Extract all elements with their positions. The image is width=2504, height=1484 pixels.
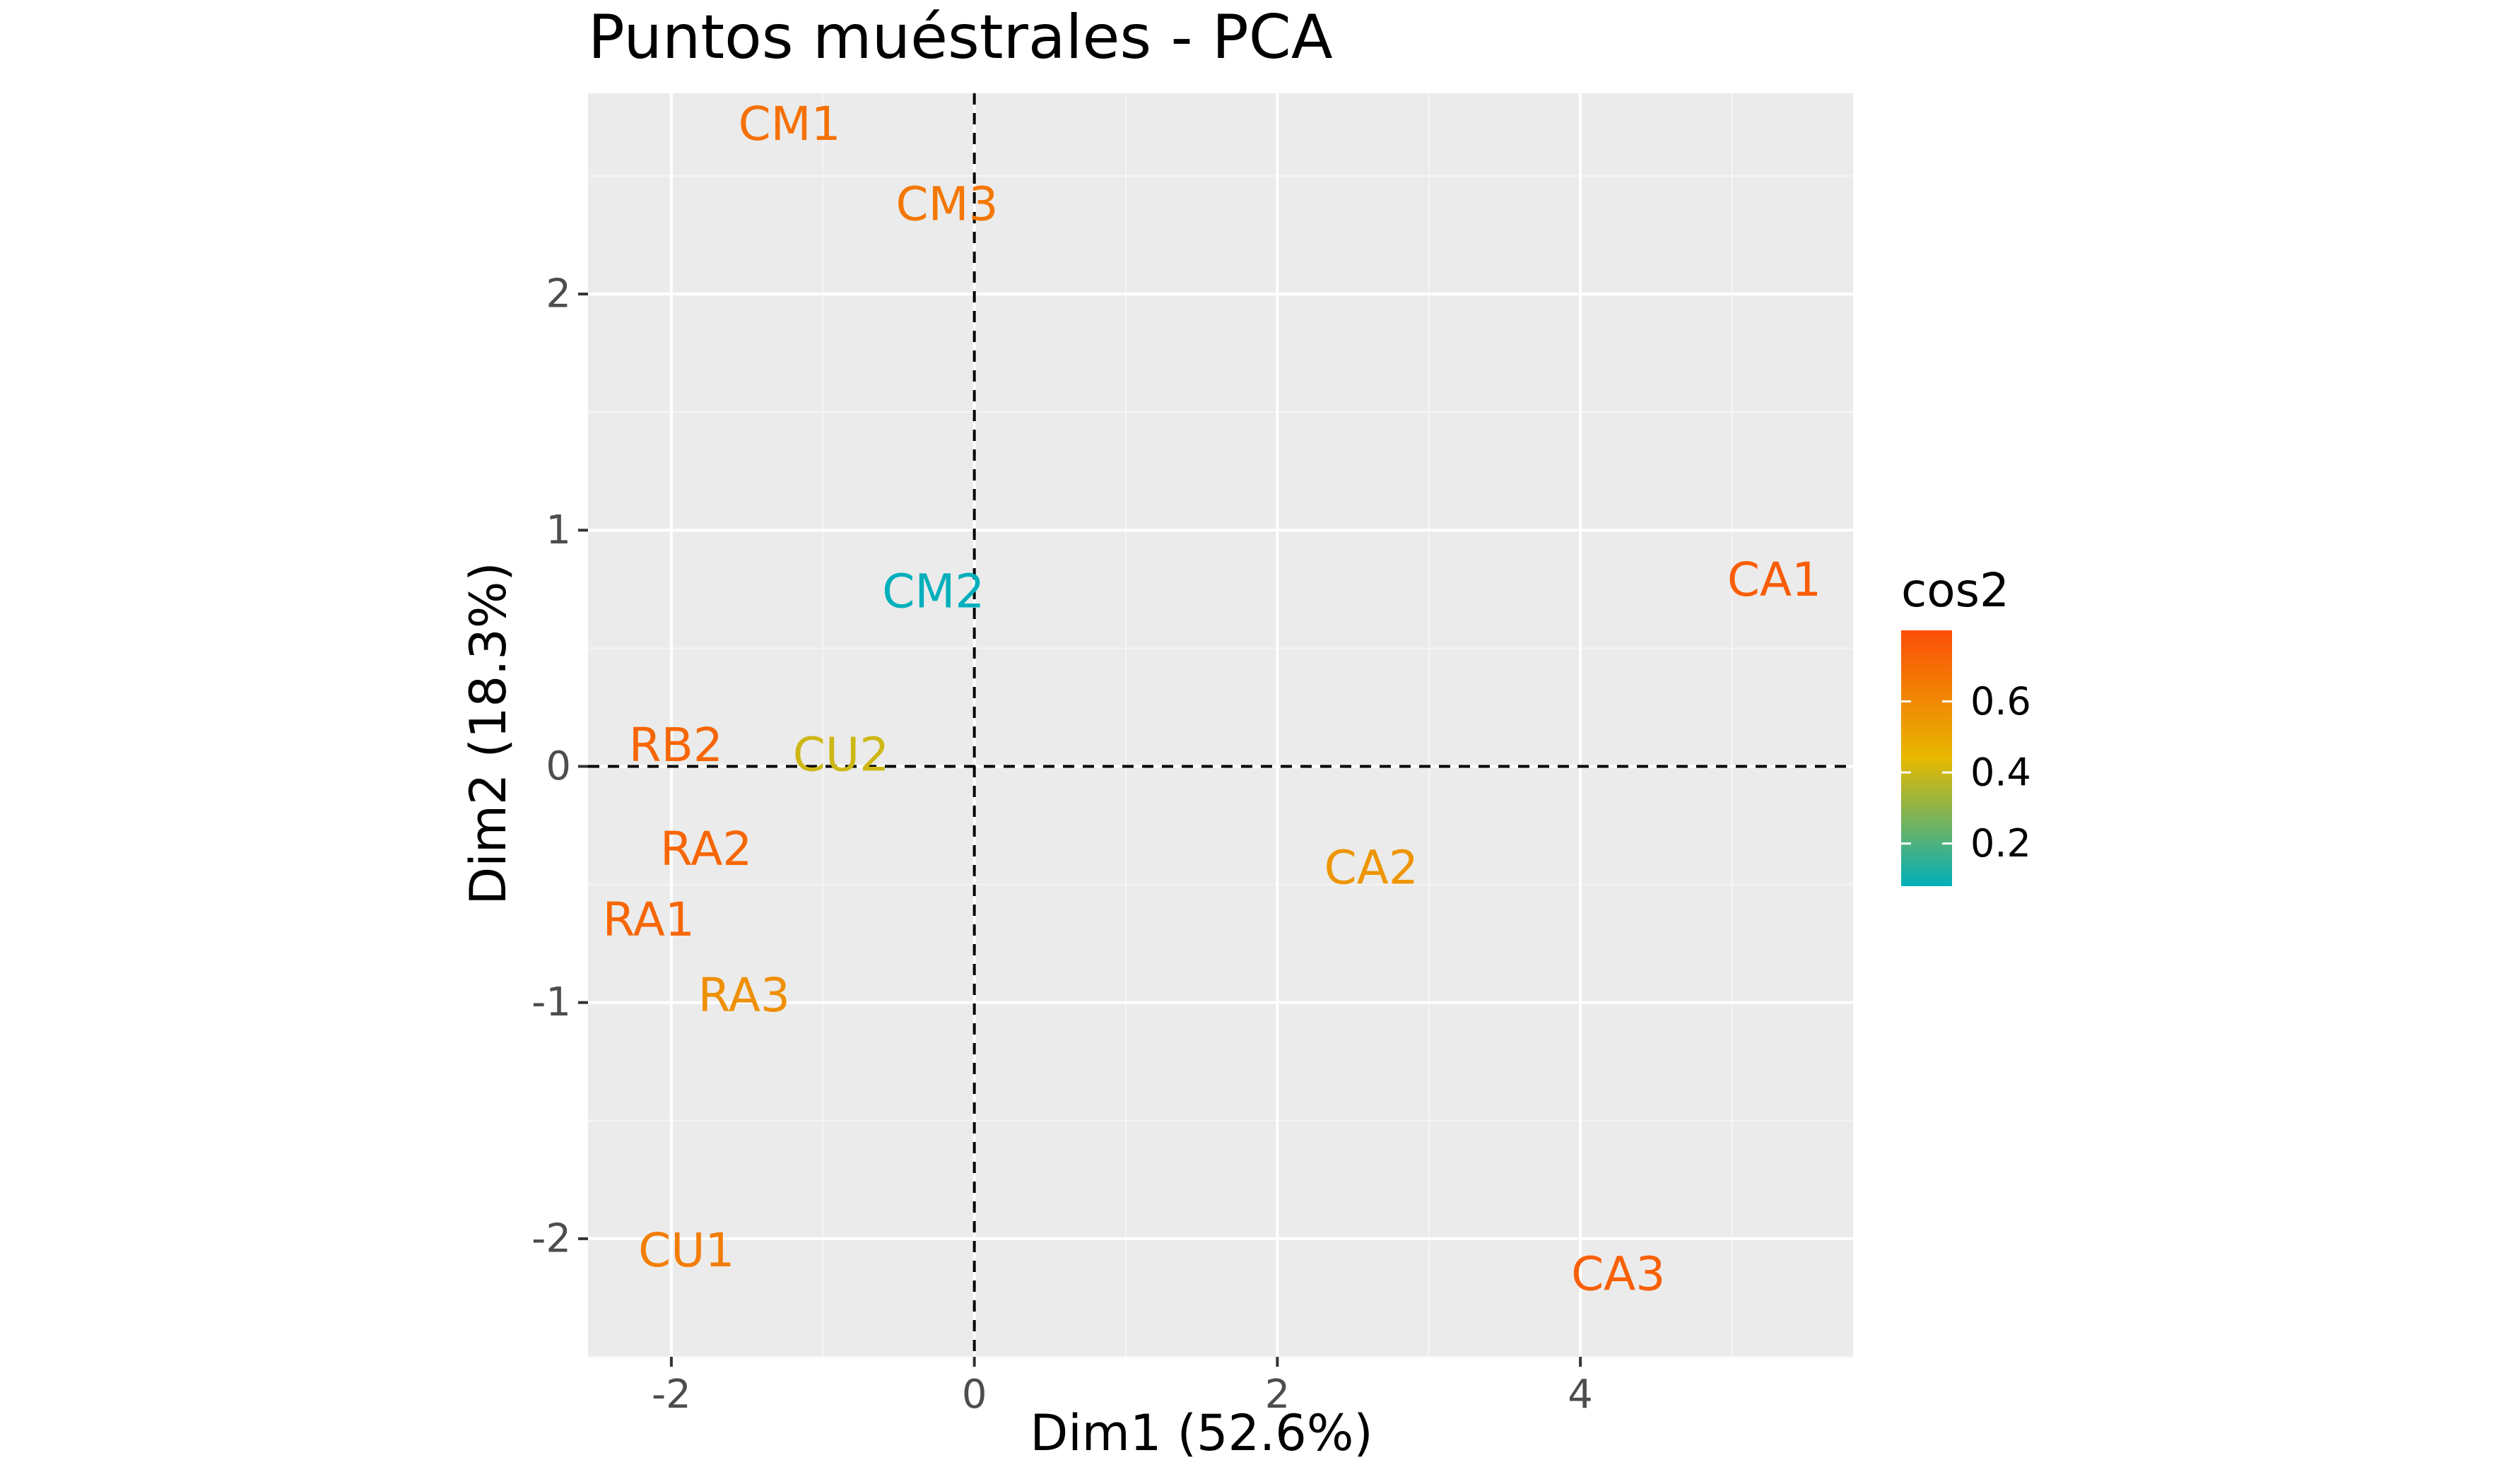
grid-minor [588, 93, 1853, 1358]
point-label-rb2: RB2 [629, 718, 723, 772]
reference-lines [588, 93, 1853, 1357]
legend-colorbar [1901, 630, 1952, 886]
legend: cos2 0.6 0.4 0.2 [1901, 563, 2031, 886]
y-axis-title: Dim2 (18.3%) [459, 562, 517, 905]
y-tick-label: 0 [546, 743, 571, 789]
point-label-ra1: RA1 [603, 893, 695, 947]
y-axis: -2 -1 0 1 2 [531, 271, 588, 1261]
point-label-ra2: RA2 [660, 822, 752, 876]
legend-ticks: 0.6 0.4 0.2 [1901, 679, 2031, 866]
x-axis: -2 0 2 4 [652, 1357, 1593, 1418]
legend-tick-label: 0.6 [1970, 679, 2031, 724]
point-label-cm3: CM3 [896, 177, 999, 232]
point-label-cm2: CM2 [882, 565, 984, 619]
y-tick-label: 2 [546, 271, 571, 317]
point-label-ra3: RA3 [698, 968, 790, 1023]
point-label-ca1: CA1 [1727, 553, 1821, 607]
y-tick-label: -1 [531, 979, 571, 1025]
x-tick-label: 0 [962, 1372, 987, 1418]
x-tick-label: -2 [652, 1372, 691, 1418]
y-tick-label: 1 [546, 507, 571, 553]
plot-panel [588, 93, 1853, 1357]
grid-major [588, 93, 1853, 1357]
x-tick-label: 4 [1568, 1372, 1593, 1418]
y-tick-label: -2 [531, 1215, 571, 1261]
x-tick-label: 2 [1265, 1372, 1291, 1418]
chart-title: Puntos muéstrales - PCA [588, 2, 1333, 73]
legend-title: cos2 [1901, 563, 2009, 618]
point-label-ca2: CA2 [1324, 841, 1418, 895]
point-label-cu1: CU1 [638, 1223, 734, 1278]
point-label-cu2: CU2 [793, 727, 889, 782]
legend-tick-label: 0.2 [1970, 821, 2031, 866]
point-label-cm1: CM1 [739, 97, 841, 151]
legend-tick-label: 0.4 [1970, 750, 2031, 795]
point-label-ca3: CA3 [1571, 1247, 1665, 1302]
x-axis-title: Dim1 (52.6%) [1030, 1404, 1373, 1462]
